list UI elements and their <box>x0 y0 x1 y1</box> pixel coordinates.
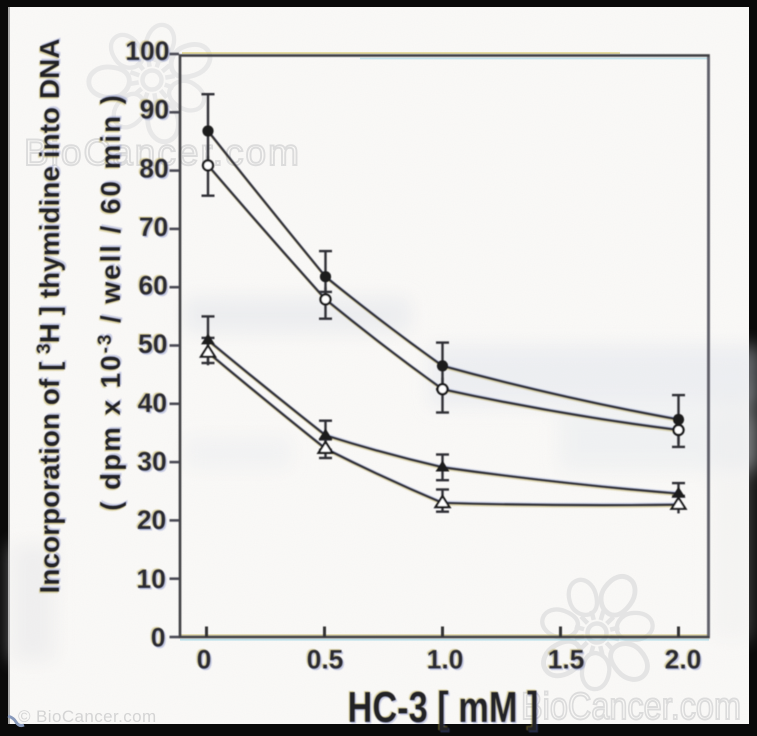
svg-text:1.5: 1.5 <box>548 645 585 675</box>
svg-text:20: 20 <box>137 505 166 535</box>
svg-text:© BioCancer.com: © BioCancer.com <box>18 707 157 726</box>
svg-text:0.5: 0.5 <box>307 645 344 675</box>
svg-text:80: 80 <box>139 153 168 183</box>
svg-text:30: 30 <box>137 447 166 477</box>
svg-text:0: 0 <box>151 623 166 653</box>
svg-text:BioCancer.com: BioCancer.com <box>521 686 741 728</box>
svg-text:60: 60 <box>138 271 167 301</box>
svg-text:2.0: 2.0 <box>665 645 702 675</box>
svg-text:0: 0 <box>197 645 212 675</box>
svg-text:100: 100 <box>125 36 169 66</box>
svg-text:HC-3 [ mM ]: HC-3 [ mM ] <box>348 683 539 732</box>
svg-text:90: 90 <box>140 95 169 125</box>
svg-text:BioCancer.com: BioCancer.com <box>24 132 301 173</box>
svg-text:Incorporation of [ 3H ] thymi: Incorporation of [ 3H ] thymidine into D… <box>34 39 65 594</box>
svg-text:( dpm x 10-3 / well / 60 min ): ( dpm x 10-3 / well / 60 min ) <box>95 93 126 511</box>
svg-text:1.0: 1.0 <box>427 645 464 675</box>
svg-text:10: 10 <box>136 564 165 594</box>
svg-text:40: 40 <box>138 388 167 418</box>
svg-text:50: 50 <box>138 329 167 359</box>
svg-text:70: 70 <box>139 212 168 242</box>
